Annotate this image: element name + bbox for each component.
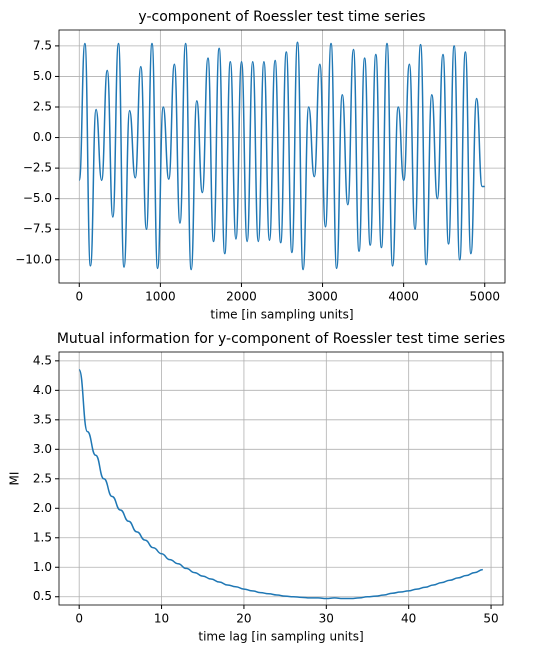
y-tick-label: 2.0 [33, 501, 52, 515]
y-tick-label: 4.0 [33, 383, 52, 397]
x-axis-label: time lag [in sampling units] [198, 630, 363, 644]
x-tick-label: 50 [483, 612, 498, 626]
y-tick-label: −2.5 [23, 161, 52, 175]
y-axis-label: MI [8, 472, 22, 486]
chart-title: y-component of Roessler test time series [138, 9, 425, 25]
x-tick-label: 1000 [145, 290, 176, 304]
axes-frame [58, 29, 506, 284]
y-tick-label: 1.0 [33, 560, 52, 574]
data-line [78, 368, 483, 600]
x-tick-label: 0 [75, 612, 83, 626]
x-tick-label: 3000 [307, 290, 338, 304]
y-tick-label: 4.5 [33, 353, 52, 367]
y-tick-label: 3.5 [33, 412, 52, 426]
data-line [78, 41, 485, 271]
y-tick-label: 0.0 [33, 130, 52, 144]
y-tick-label: 3.0 [33, 442, 52, 456]
x-tick-label: 20 [236, 612, 251, 626]
x-tick-label: 4000 [388, 290, 419, 304]
y-tick-label: −7.5 [23, 222, 52, 236]
y-tick-label: −5.0 [23, 191, 52, 205]
y-tick-label: −10.0 [15, 252, 52, 266]
x-tick-label: 2000 [226, 290, 257, 304]
y-tick-label: 1.5 [33, 530, 52, 544]
y-tick-label: 2.5 [33, 100, 52, 114]
x-axis-label: time [in sampling units] [210, 308, 353, 322]
x-tick-label: 0 [75, 290, 83, 304]
x-tick-label: 5000 [469, 290, 500, 304]
y-tick-label: 2.5 [33, 471, 52, 485]
y-tick-label: 0.5 [33, 589, 52, 603]
y-tick-label: 5.0 [33, 69, 52, 83]
axes-frame [58, 351, 504, 606]
y-tick-label: 7.5 [33, 38, 52, 52]
chart-title: Mutual information for y-component of Ro… [57, 331, 505, 347]
x-tick-label: 30 [319, 612, 334, 626]
x-tick-label: 10 [154, 612, 169, 626]
x-tick-label: 40 [401, 612, 416, 626]
